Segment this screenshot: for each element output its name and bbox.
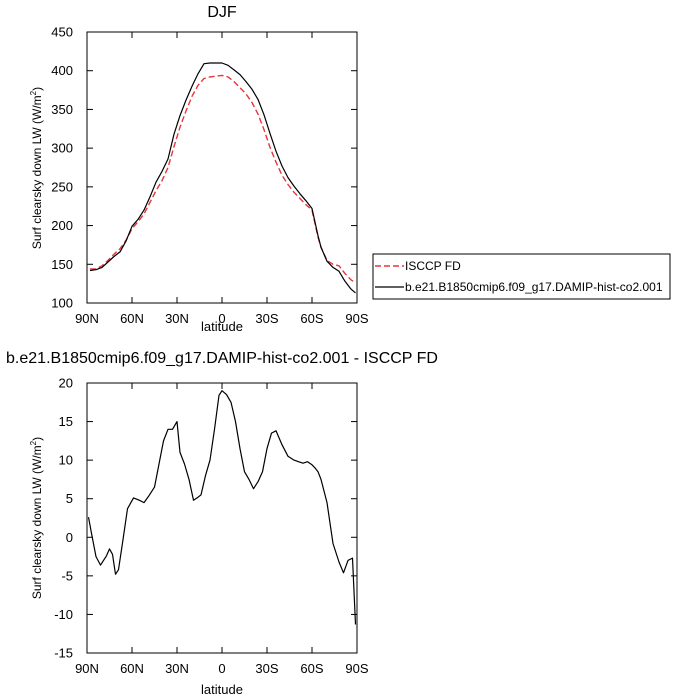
bottom-x-tick-label: 90S bbox=[345, 661, 368, 676]
bottom-x-tick-label: 90N bbox=[75, 661, 99, 676]
top-y-axis-label: Surf clearsky down LW (W/m2) bbox=[29, 87, 44, 249]
legend-label-model: b.e21.B1850cmip6.f09_g17.DAMIP-hist-co2.… bbox=[405, 280, 663, 294]
bottom-x-tick-label: 60S bbox=[300, 661, 323, 676]
top-x-axis-label: latitude bbox=[201, 319, 243, 334]
top-plot-area: 90N 60N 30N 0 30S 60S 90S 100 150 200 250 300 350 400… bbox=[51, 25, 369, 327]
bottom-y-axis-label: Surf clearsky down LW (W/m2) bbox=[29, 437, 44, 599]
top-x-tick-label: 0 bbox=[218, 311, 225, 326]
bottom-series-line-0 bbox=[87, 390, 357, 625]
top-x-tick-label: 30N bbox=[165, 311, 189, 326]
top-x-tick-label: 60N bbox=[120, 311, 144, 326]
legend-box bbox=[372, 253, 671, 300]
bottom-y-axis-label-end: ) bbox=[30, 437, 44, 441]
bottom-x-tick-label: 30N bbox=[165, 661, 189, 676]
top-y-tick-label: 350 bbox=[51, 102, 73, 117]
bottom-y-tick-label: -5 bbox=[61, 568, 73, 583]
bottom-x-tick-label: 0 bbox=[218, 661, 225, 676]
top-y-axis-label-main: Surf clearsky down LW (W/m bbox=[30, 95, 44, 249]
bottom-y-axis-label-main: Surf clearsky down LW (W/m bbox=[30, 445, 44, 599]
legend: ISCCP FD b.e21.B1850cmip6.f09_g17.DAMIP-… bbox=[372, 253, 671, 300]
top-x-tick-label: 30S bbox=[255, 311, 278, 326]
bottom-plot-frame bbox=[86, 382, 358, 654]
top-x-tick-label: 90S bbox=[345, 311, 368, 326]
bottom-panel: b.e21.B1850cmip6.f09_g17.DAMIP-hist-co2.… bbox=[6, 350, 438, 697]
bottom-y-tick-label: 5 bbox=[66, 491, 73, 506]
bottom-chart-title: b.e21.B1850cmip6.f09_g17.DAMIP-hist-co2.… bbox=[6, 350, 438, 367]
top-plot-frame bbox=[86, 31, 358, 304]
top-y-tick-label: 150 bbox=[51, 257, 73, 272]
top-y-tick-label: 450 bbox=[51, 25, 73, 40]
top-x-tick-label: 60S bbox=[300, 311, 323, 326]
top-y-axis-label-sup: 2 bbox=[29, 90, 38, 95]
top-series-line-1 bbox=[89, 62, 356, 294]
top-y-tick-label: 100 bbox=[51, 296, 73, 311]
top-y-axis-label-end: ) bbox=[30, 87, 44, 91]
bottom-x-tick-label: 60N bbox=[120, 661, 144, 676]
bottom-y-tick-label: 10 bbox=[59, 453, 73, 468]
bottom-y-tick-label: 20 bbox=[59, 376, 73, 391]
top-panel: DJF 90N 60N 30N 0 30S 60S 90S 100 150 200 250 300 35… bbox=[29, 4, 369, 334]
bottom-plot-area: 90N 60N 30N 0 30S 60S 90S -15 -10 -5 0 5 10 15 20 bbox=[54, 376, 369, 677]
top-x-tick-label: 90N bbox=[75, 311, 99, 326]
bottom-x-axis-label: latitude bbox=[201, 682, 243, 697]
top-y-tick-label: 200 bbox=[51, 218, 73, 233]
bottom-y-tick-label: -10 bbox=[54, 607, 73, 622]
top-y-tick-label: 300 bbox=[51, 141, 73, 156]
top-y-tick-label: 400 bbox=[51, 63, 73, 78]
bottom-y-tick-label: -15 bbox=[54, 646, 73, 661]
top-chart-title: DJF bbox=[207, 4, 237, 21]
bottom-y-tick-label: 0 bbox=[66, 530, 73, 545]
bottom-y-tick-label: 15 bbox=[59, 414, 73, 429]
bottom-x-tick-label: 30S bbox=[255, 661, 278, 676]
top-y-tick-label: 250 bbox=[51, 179, 73, 194]
bottom-y-axis-label-sup: 2 bbox=[29, 440, 38, 445]
top-series-line-0 bbox=[90, 74, 356, 284]
legend-label-isccp: ISCCP FD bbox=[405, 259, 461, 273]
